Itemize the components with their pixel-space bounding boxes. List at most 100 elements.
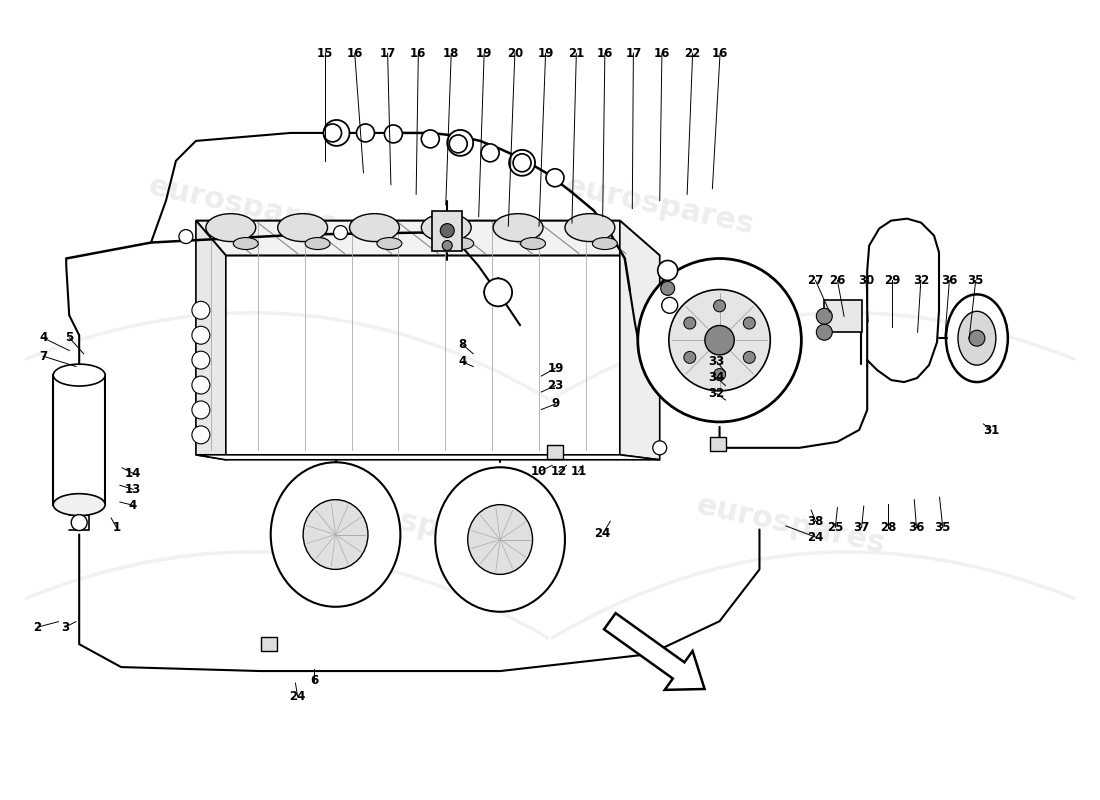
Ellipse shape — [305, 238, 330, 250]
Text: 29: 29 — [884, 274, 901, 287]
Ellipse shape — [191, 302, 210, 319]
Text: 25: 25 — [827, 521, 844, 534]
Ellipse shape — [377, 238, 402, 250]
Ellipse shape — [271, 462, 400, 606]
Bar — [547, 445, 563, 458]
Text: eurospares: eurospares — [145, 171, 340, 240]
Text: 16: 16 — [346, 46, 363, 60]
Text: 16: 16 — [653, 46, 670, 60]
Text: 26: 26 — [829, 274, 846, 287]
Ellipse shape — [421, 214, 471, 242]
Text: 24: 24 — [594, 527, 610, 541]
Circle shape — [448, 130, 473, 156]
Bar — [824, 300, 862, 332]
Text: 21: 21 — [569, 46, 584, 60]
Text: 10: 10 — [531, 466, 547, 478]
Ellipse shape — [958, 311, 996, 365]
Ellipse shape — [946, 294, 1008, 382]
Text: 30: 30 — [858, 274, 874, 287]
Text: 37: 37 — [854, 521, 870, 534]
FancyArrowPatch shape — [552, 313, 1074, 398]
Ellipse shape — [304, 500, 368, 570]
FancyArrowPatch shape — [552, 552, 1074, 638]
Text: 24: 24 — [807, 530, 824, 544]
Text: 19: 19 — [548, 362, 563, 374]
Text: 4: 4 — [458, 355, 466, 368]
Text: 1: 1 — [112, 521, 121, 534]
Text: 24: 24 — [289, 690, 306, 703]
Circle shape — [705, 326, 735, 355]
Ellipse shape — [191, 326, 210, 344]
Text: 4: 4 — [39, 331, 47, 344]
Polygon shape — [196, 455, 660, 460]
Circle shape — [481, 144, 499, 162]
Text: 7: 7 — [39, 350, 47, 362]
Text: 19: 19 — [476, 46, 493, 60]
Text: 32: 32 — [708, 387, 725, 400]
Ellipse shape — [436, 467, 565, 612]
Text: 17: 17 — [625, 46, 641, 60]
Ellipse shape — [53, 364, 106, 386]
Circle shape — [440, 224, 454, 238]
Ellipse shape — [565, 214, 615, 242]
Text: 33: 33 — [708, 355, 725, 368]
Circle shape — [356, 124, 374, 142]
Circle shape — [513, 154, 531, 172]
Text: 18: 18 — [443, 46, 460, 60]
Circle shape — [714, 369, 726, 381]
Text: 23: 23 — [548, 379, 563, 392]
Ellipse shape — [191, 426, 210, 444]
Text: 5: 5 — [65, 331, 74, 344]
Text: 11: 11 — [571, 466, 586, 478]
Text: 16: 16 — [712, 46, 728, 60]
Ellipse shape — [53, 494, 106, 515]
Circle shape — [684, 317, 696, 329]
Text: 36: 36 — [942, 274, 958, 287]
Ellipse shape — [191, 351, 210, 369]
Text: 36: 36 — [909, 521, 925, 534]
Text: 34: 34 — [708, 371, 725, 384]
Text: 12: 12 — [551, 466, 566, 478]
Circle shape — [744, 317, 756, 329]
Ellipse shape — [593, 238, 617, 250]
Text: 35: 35 — [935, 521, 952, 534]
Circle shape — [969, 330, 984, 346]
Text: 27: 27 — [807, 274, 824, 287]
Circle shape — [662, 298, 678, 314]
Text: 3: 3 — [60, 621, 69, 634]
Circle shape — [323, 120, 350, 146]
Circle shape — [484, 278, 513, 306]
Bar — [432, 210, 462, 250]
Text: 31: 31 — [983, 424, 999, 437]
Circle shape — [72, 514, 87, 530]
Text: 38: 38 — [807, 514, 824, 528]
Circle shape — [658, 261, 678, 281]
Ellipse shape — [468, 505, 532, 574]
Ellipse shape — [350, 214, 399, 242]
Text: 16: 16 — [410, 46, 427, 60]
Circle shape — [421, 130, 439, 148]
Circle shape — [684, 351, 696, 363]
Text: 17: 17 — [379, 46, 396, 60]
Text: eurospares: eurospares — [562, 171, 757, 240]
Circle shape — [509, 150, 535, 176]
Text: 13: 13 — [125, 482, 141, 496]
Text: eurospares: eurospares — [694, 490, 889, 558]
Text: 9: 9 — [551, 398, 560, 410]
Text: 20: 20 — [507, 46, 522, 60]
Circle shape — [442, 241, 452, 250]
Circle shape — [669, 290, 770, 391]
Ellipse shape — [191, 401, 210, 419]
Polygon shape — [619, 221, 660, 460]
Circle shape — [449, 135, 468, 153]
Ellipse shape — [191, 376, 210, 394]
Circle shape — [333, 226, 348, 239]
Text: 32: 32 — [913, 274, 930, 287]
Text: eurospares: eurospares — [321, 490, 516, 558]
Ellipse shape — [493, 214, 543, 242]
Text: 8: 8 — [458, 338, 466, 350]
Text: 28: 28 — [880, 521, 896, 534]
Text: 6: 6 — [310, 674, 318, 687]
Polygon shape — [196, 221, 660, 255]
Bar — [261, 637, 277, 651]
